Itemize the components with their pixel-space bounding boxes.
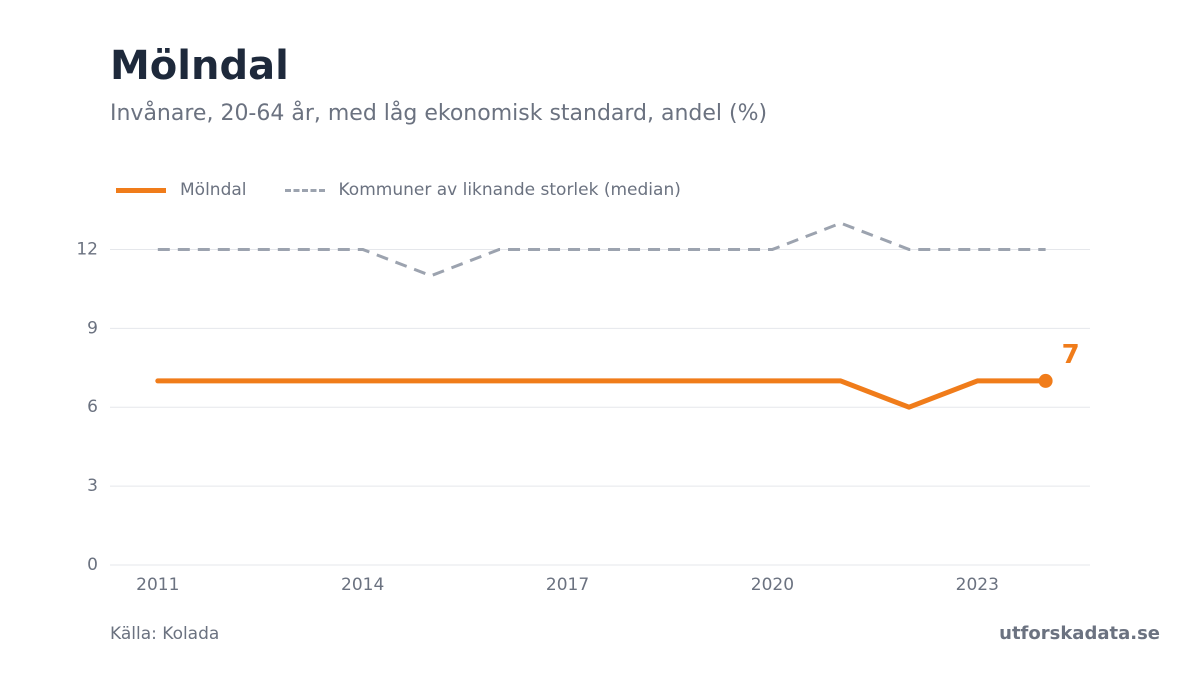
x-tick-label: 2014 — [341, 575, 384, 595]
x-tick-label: 2011 — [136, 575, 179, 595]
chart-subtitle: Invånare, 20-64 år, med låg ekonomisk st… — [110, 101, 768, 126]
x-tick-label: 2017 — [546, 575, 589, 595]
y-tick-label: 9 — [87, 318, 98, 338]
end-point-marker — [1038, 373, 1053, 388]
legend: Mölndal Kommuner av liknande storlek (me… — [116, 178, 681, 202]
source-label: Källa: Kolada — [110, 624, 220, 644]
chart-title: Mölndal — [110, 43, 289, 89]
y-tick-label: 6 — [87, 397, 98, 417]
series-line-median — [157, 221, 1046, 278]
y-tick-label: 3 — [87, 476, 98, 496]
legend-swatch-solid — [116, 187, 166, 193]
brand-link[interactable]: utforskadata.se — [999, 623, 1160, 644]
x-tick-label: 2023 — [956, 575, 999, 595]
legend-label-median: Kommuner av liknande storlek (median) — [338, 180, 681, 200]
y-tick-label: 12 — [76, 239, 98, 259]
legend-label-molndal: Mölndal — [180, 180, 247, 200]
end-value-label: 7 — [1062, 340, 1080, 370]
series-line-molndal — [155, 378, 1049, 410]
legend-item-molndal: Mölndal — [116, 180, 247, 200]
y-tick-label: 0 — [87, 555, 98, 575]
legend-swatch-dashed — [284, 188, 325, 192]
x-tick-label: 2020 — [751, 575, 794, 595]
legend-item-median: Kommuner av liknande storlek (median) — [284, 180, 681, 200]
